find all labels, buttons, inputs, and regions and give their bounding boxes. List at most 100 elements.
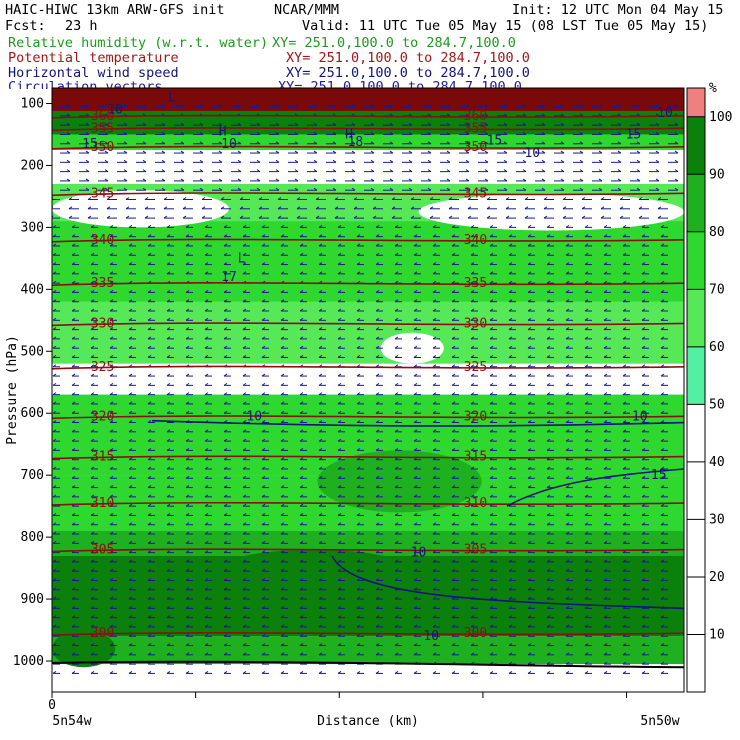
wind-vector-head — [641, 522, 646, 526]
wind-vector-head — [185, 317, 190, 321]
wind-vector-head — [427, 104, 432, 108]
wind-vector-head — [185, 568, 190, 572]
wind-vector-head — [280, 522, 285, 526]
wind-vector-head — [71, 531, 76, 535]
wind-vector-head — [123, 132, 128, 135]
wind-vector-head — [166, 587, 171, 591]
wind-vector-head — [470, 643, 475, 646]
wind-vector-head — [166, 624, 171, 628]
wind-vector-head — [71, 624, 76, 628]
theta-label: 355 — [464, 121, 487, 136]
wind-vector-head — [508, 224, 513, 228]
wind-vector-head — [489, 290, 494, 293]
wind-vector-head — [68, 215, 73, 219]
wind-vector-head — [489, 485, 494, 488]
wind-vector-head — [527, 661, 532, 665]
wind-vector-head — [52, 373, 57, 377]
wind-vector-head — [299, 494, 304, 498]
wind-vector-head — [52, 578, 57, 581]
wind-vector-head — [413, 447, 418, 451]
wind-vector-head — [660, 224, 665, 228]
wind-vector-head — [109, 243, 114, 247]
wind-vector-head — [375, 605, 380, 609]
wind-vector-head — [394, 466, 399, 470]
wind-vector-head — [408, 132, 413, 135]
wind-vector-head — [299, 373, 304, 377]
wind-vector-head — [128, 336, 133, 340]
wind-vector-head — [565, 670, 570, 674]
wind-vector-head — [641, 336, 646, 340]
wind-vector-head — [375, 568, 380, 572]
wind-vector-head — [413, 317, 418, 321]
wind-vector-head — [337, 429, 342, 433]
wind-vector-head — [71, 587, 76, 591]
wind-vector-head — [299, 243, 304, 247]
wind-vector-head — [470, 466, 475, 470]
wind-speed-label: 15 — [651, 468, 667, 483]
wind-vector-head — [484, 178, 489, 182]
wind-vector-head — [546, 494, 551, 498]
wind-vector-head — [603, 308, 608, 312]
rh-band — [52, 149, 684, 185]
wind-vector-head — [565, 355, 570, 358]
wind-vector-head — [579, 187, 584, 191]
wind-vector-head — [370, 169, 375, 173]
wind-vector-head — [622, 280, 627, 284]
wind-vector-head — [413, 420, 418, 423]
wind-vector-head — [503, 113, 508, 117]
wind-vector-head — [128, 494, 133, 498]
wind-vector-head — [318, 317, 323, 321]
wind-vector-head — [128, 224, 133, 228]
wind-vector-head — [622, 382, 627, 386]
wind-vector-head — [584, 587, 589, 591]
wind-vector-head — [218, 132, 223, 135]
wind-vector-head — [280, 373, 285, 377]
wind-vector-head — [584, 410, 589, 414]
wind-vector-head — [622, 447, 627, 451]
wind-vector-head — [356, 336, 361, 340]
wind-vector-head — [261, 327, 266, 331]
theta-label: 330 — [464, 316, 487, 331]
wind-vector-head — [261, 540, 266, 544]
wind-vector-head — [299, 587, 304, 591]
wind-vector-head — [522, 159, 527, 163]
wind-vector-head — [337, 531, 342, 535]
wind-vector-head — [489, 438, 494, 442]
wind-vector-head — [128, 327, 133, 331]
wind-vector-head — [353, 206, 358, 210]
wind-vector-head — [657, 206, 662, 210]
wind-vector-head — [546, 271, 551, 275]
wind-vector-head — [565, 522, 570, 526]
wind-vector-head — [147, 670, 152, 674]
wind-vector-head — [641, 643, 646, 646]
wind-vector-head — [104, 169, 109, 173]
wind-vector-head — [109, 466, 114, 470]
wind-vector-head — [318, 252, 323, 256]
wind-vector-head — [413, 578, 418, 581]
wind-vector-head — [261, 290, 266, 293]
wind-vector-head — [565, 373, 570, 377]
wind-vector-head — [52, 447, 57, 451]
wind-vector-head — [199, 122, 204, 126]
wind-vector-head — [603, 447, 608, 451]
wind-vector-head — [432, 336, 437, 340]
wind-vector-head — [356, 234, 361, 238]
wind-vector-head — [617, 113, 622, 117]
wind-vector-head — [52, 643, 57, 646]
wind-vector-head — [66, 122, 71, 126]
wind-vector-head — [413, 345, 418, 349]
wind-vector-head — [451, 485, 456, 488]
wind-vector-head — [489, 531, 494, 535]
field-xy-theta: XY= 251.0,100.0 to 284.7,100.0 — [286, 50, 530, 66]
wind-vector-head — [375, 457, 380, 461]
wind-vector-head — [109, 605, 114, 609]
wind-vector-head — [413, 587, 418, 591]
wind-vector-head — [147, 457, 152, 461]
wind-vector-head — [508, 317, 513, 321]
wind-vector-head — [413, 513, 418, 516]
wind-vector-head — [641, 550, 646, 554]
wind-vector-head — [109, 540, 114, 544]
wind-vector-head — [123, 169, 128, 173]
wind-vector-head — [166, 234, 171, 238]
wind-vector-head — [223, 457, 228, 461]
